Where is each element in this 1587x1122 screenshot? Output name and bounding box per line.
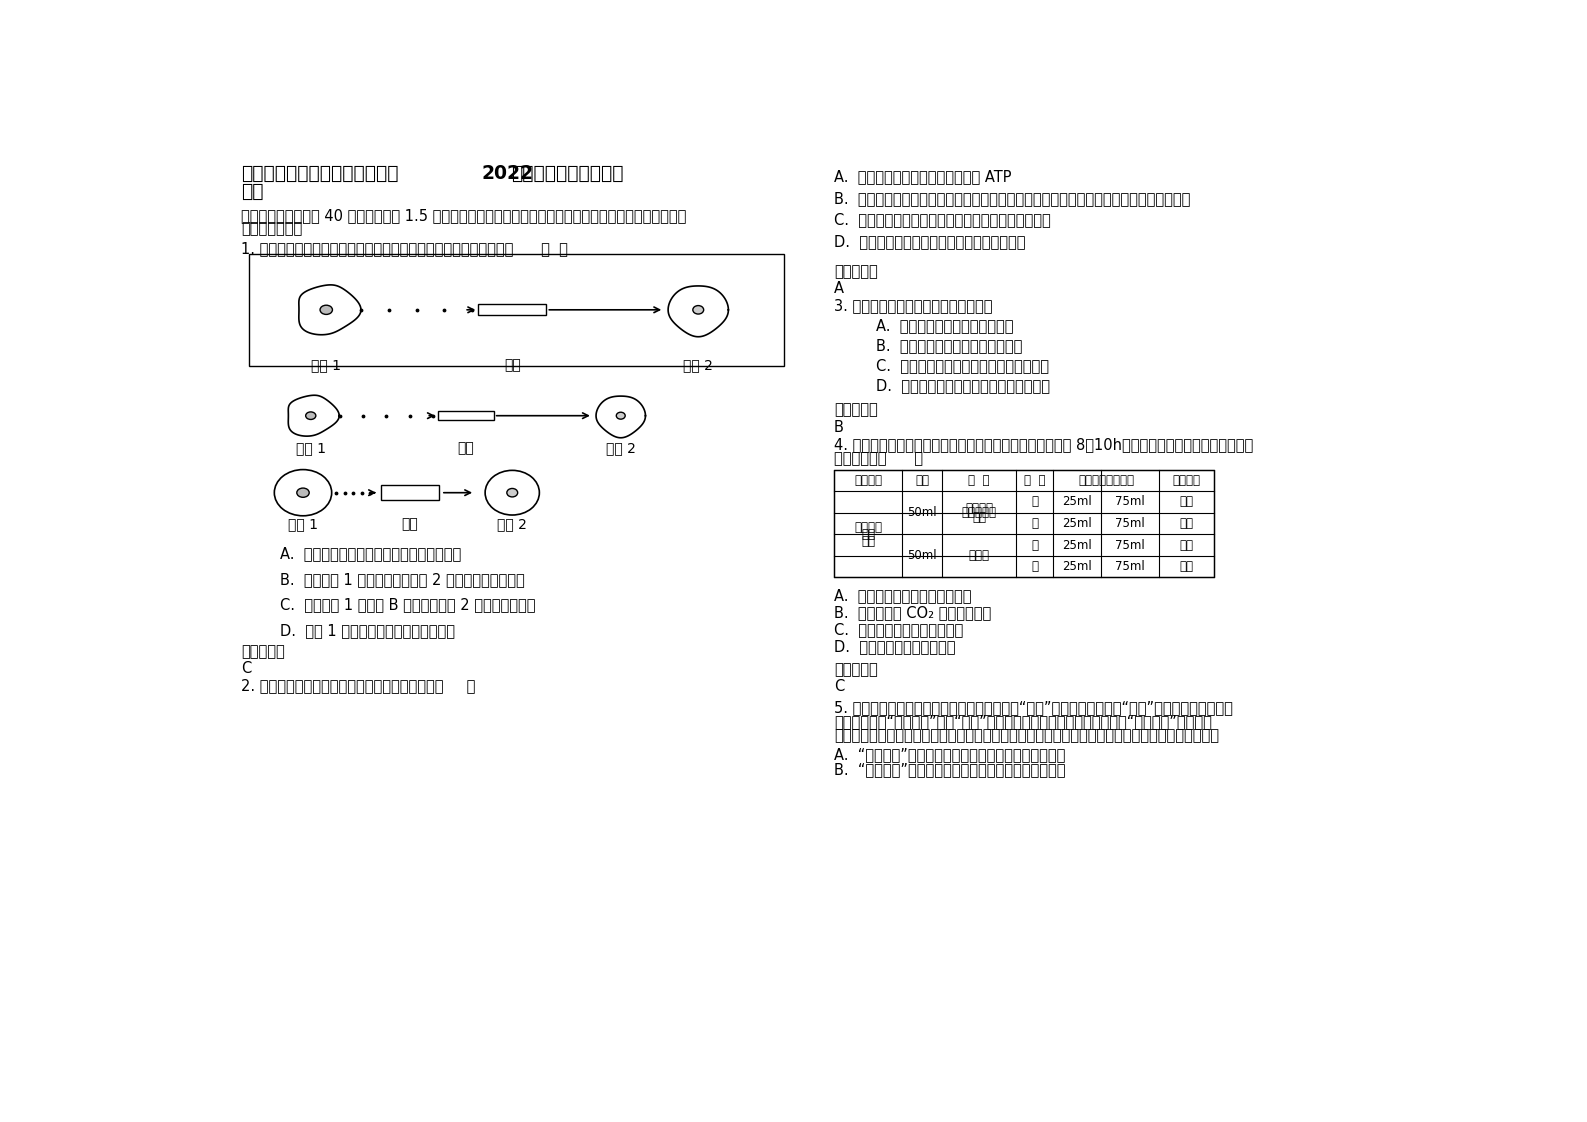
Bar — [478, 304, 546, 315]
Bar — [249, 254, 784, 366]
Text: B.  细胞膜在细胞和环境之间进行物质运输、能量交换、信息传递的过程中，起重要的作用: B. 细胞膜在细胞和环境之间进行物质运输、能量交换、信息传递的过程中，起重要的作… — [833, 191, 1190, 205]
Text: 5. 科研人员研究发现，肿瘾细胞能释放一种叫“微泡”的泡状结构，这些“微泡”在离开肿瘾组织时携: 5. 科研人员研究发现，肿瘾细胞能释放一种叫“微泡”的泡状结构，这些“微泡”在离… — [833, 700, 1233, 716]
Ellipse shape — [321, 305, 332, 314]
Text: 甲: 甲 — [1032, 496, 1038, 508]
Text: 无氧: 无氧 — [1179, 496, 1193, 508]
Text: D.  细胞 1 的分泏物只能是蛋白质类物质: D. 细胞 1 的分泏物只能是蛋白质类物质 — [279, 623, 455, 637]
Text: A.  “癌症蛋白”的形成需要内质网以及高尔基体进行加工: A. “癌症蛋白”的形成需要内质网以及高尔基体进行加工 — [833, 747, 1065, 762]
Text: 处  理: 处 理 — [968, 473, 990, 487]
Text: （只含细胞: （只含细胞 — [962, 506, 997, 519]
Text: 带一种特殊的“癌症蛋白”。当“微泡”与血管上皮细胞融合时，它所携带的“癌症蛋白”就会触发: 带一种特殊的“癌症蛋白”。当“微泡”与血管上皮细胞融合时，它所携带的“癌症蛋白”… — [833, 715, 1212, 729]
Text: 参考答案：: 参考答案： — [833, 264, 878, 279]
Text: D.  农村采用密闭的土窖来保存水果、蔬菜: D. 农村采用密闭的土窖来保存水果、蔬菜 — [876, 378, 1051, 393]
Text: D.  甲分解的葡萄糖少于乙组: D. 甲分解的葡萄糖少于乙组 — [833, 640, 955, 654]
Text: 细胞 1: 细胞 1 — [287, 517, 317, 532]
Text: 细胞 2: 细胞 2 — [606, 441, 636, 456]
Text: C.  夜晚适当降低温室内的温度以提高产量: C. 夜晚适当降低温室内的温度以提高产量 — [876, 358, 1049, 373]
Text: 75ml: 75ml — [1116, 496, 1146, 508]
Text: C: C — [241, 661, 251, 677]
Text: 2. 关于细胞结构与功能关系的描述中，错误的是（     ）: 2. 关于细胞结构与功能关系的描述中，错误的是（ ） — [241, 679, 476, 693]
Text: 丙: 丙 — [1032, 539, 1038, 552]
Bar — [381, 485, 440, 500]
Bar — [833, 470, 1214, 578]
Text: 供氧情况: 供氧情况 — [1173, 473, 1200, 487]
Text: 25ml: 25ml — [1062, 539, 1092, 552]
Ellipse shape — [275, 470, 332, 516]
Text: 酵母: 酵母 — [862, 527, 874, 541]
Text: 破碎细胞: 破碎细胞 — [965, 502, 993, 515]
Text: 血管: 血管 — [402, 517, 419, 532]
Text: 细胞 2: 细胞 2 — [497, 517, 527, 532]
Text: A.  晴干小麦种子以延长保存期限: A. 晴干小麦种子以延长保存期限 — [876, 318, 1014, 333]
Text: 辽宁省沈阳市启工第三高级中学: 辽宁省沈阳市启工第三高级中学 — [241, 164, 398, 183]
Text: 无氧: 无氧 — [1179, 539, 1193, 552]
Text: B.  对棉花植株进行摘心以增加产量: B. 对棉花植株进行摘心以增加产量 — [876, 338, 1024, 353]
Text: 3. 下列与细胞呼吸原理的应用无关的是: 3. 下列与细胞呼吸原理的应用无关的是 — [833, 297, 992, 313]
Text: 细胞 1: 细胞 1 — [311, 358, 341, 371]
Text: B: B — [833, 420, 844, 434]
Text: 年高三生物模拟试题含: 年高三生物模拟试题含 — [511, 164, 624, 183]
Text: 有氧: 有氧 — [1179, 560, 1193, 573]
Text: 分  组: 分 组 — [1024, 473, 1046, 487]
Ellipse shape — [616, 412, 625, 420]
Ellipse shape — [694, 305, 703, 314]
Text: 25ml: 25ml — [1062, 560, 1092, 573]
Text: A.  细胞质基质不能为细胞代谢提供 ATP: A. 细胞质基质不能为细胞代谢提供 ATP — [833, 169, 1011, 184]
Text: 1. 下图是人体某项生命活动调节过程的示意图，下列说法中正确的是      （  ）: 1. 下图是人体某项生命活动调节过程的示意图，下列说法中正确的是 （ ） — [241, 241, 568, 256]
Text: 75ml: 75ml — [1116, 560, 1146, 573]
Text: 适宜浓度: 适宜浓度 — [854, 521, 882, 534]
Ellipse shape — [506, 488, 517, 497]
Ellipse shape — [486, 470, 540, 515]
Text: 菌液: 菌液 — [862, 535, 874, 548]
Text: B.  “癌症蛋白”的作用影响了血管上皮细胞的选择性表达: B. “癌症蛋白”的作用影响了血管上皮细胞的选择性表达 — [833, 762, 1065, 778]
Text: 血管: 血管 — [505, 358, 521, 371]
Ellipse shape — [306, 412, 316, 420]
Text: 参考答案：: 参考答案： — [833, 662, 878, 677]
Text: 25ml: 25ml — [1062, 496, 1092, 508]
Bar — [438, 412, 494, 420]
Ellipse shape — [297, 488, 309, 497]
Text: 75ml: 75ml — [1116, 539, 1146, 552]
Text: 丁: 丁 — [1032, 560, 1038, 573]
Text: 题目要求的。）: 题目要求的。） — [241, 221, 302, 236]
Text: 有氧: 有氧 — [1179, 517, 1193, 530]
Text: B.  如果细胞 1 是垂体细胞，细胞 2 可以表示甲状腺细胞: B. 如果细胞 1 是垂体细胞，细胞 2 可以表示甲状腺细胞 — [279, 572, 524, 587]
Text: 血管: 血管 — [457, 441, 475, 456]
Text: 实验材料: 实验材料 — [854, 473, 882, 487]
Text: 含葡萄糖的培养液: 含葡萄糖的培养液 — [1078, 473, 1135, 487]
Text: 2022: 2022 — [481, 164, 533, 183]
Text: D.  细胞若失去结构的完整性将大大缩短其寿命: D. 细胞若失去结构的完整性将大大缩短其寿命 — [833, 234, 1025, 249]
Text: 75ml: 75ml — [1116, 517, 1146, 530]
Text: 25ml: 25ml — [1062, 517, 1092, 530]
Text: A: A — [833, 280, 844, 296]
Text: A.  该图可以表示体液调节或神经调节的过程: A. 该图可以表示体液调节或神经调节的过程 — [279, 546, 460, 562]
Text: 50ml: 50ml — [908, 550, 936, 562]
Text: 促进新血管异常形成的机制，使这些新生血管向着肿瘾方向生长。下列与此相关的叙述中不合理的是: 促进新血管异常形成的机制，使这些新生血管向着肿瘾方向生长。下列与此相关的叙述中不… — [833, 728, 1219, 743]
Text: 器）: 器） — [973, 511, 986, 524]
Text: 参考答案：: 参考答案： — [833, 403, 878, 417]
Text: 4. 按下表设计进行实验，分组后，在相同的适宜条件下培养 8～10h，并对实验结果进行分析。下列说: 4. 按下表设计进行实验，分组后，在相同的适宜条件下培养 8～10h，并对实验结… — [833, 438, 1254, 452]
Text: 50ml: 50ml — [908, 506, 936, 519]
Text: 法正确的是（      ）: 法正确的是（ ） — [833, 451, 924, 466]
Text: C.  丁组的能量转换率大于丙组: C. 丁组的能量转换率大于丙组 — [833, 622, 963, 637]
Text: C: C — [833, 679, 844, 695]
Text: B.  乙组产生的 CO₂ 与丁组一样多: B. 乙组产生的 CO₂ 与丁组一样多 — [833, 605, 992, 620]
Text: 参考答案：: 参考答案： — [241, 644, 284, 660]
Text: 解析: 解析 — [241, 183, 263, 201]
Text: 细胞 1: 细胞 1 — [295, 441, 325, 456]
Text: 取样: 取样 — [916, 473, 930, 487]
Text: 乙: 乙 — [1032, 517, 1038, 530]
Text: 细胞 2: 细胞 2 — [684, 358, 713, 371]
Text: 未处理: 未处理 — [968, 550, 990, 562]
Text: C.  如果细胞 1 是胰岛 B 细胞，则细胞 2 只能表示肘细胞: C. 如果细胞 1 是胰岛 B 细胞，则细胞 2 只能表示肘细胞 — [279, 597, 535, 613]
Text: 一、选择题（本题共 40 小题，每小题 1.5 分。在每小题给出的四个选项中，只有一项是符合题目要求的。）: 一、选择题（本题共 40 小题，每小题 1.5 分。在每小题给出的四个选项中，只… — [241, 208, 686, 223]
Text: C.  细胞核是细胞遗传特性和细胞代谢活动的控制中心: C. 细胞核是细胞遗传特性和细胞代谢活动的控制中心 — [833, 212, 1051, 228]
Text: A.  甲组的酒精产生量与丙组相同: A. 甲组的酒精产生量与丙组相同 — [833, 588, 971, 604]
